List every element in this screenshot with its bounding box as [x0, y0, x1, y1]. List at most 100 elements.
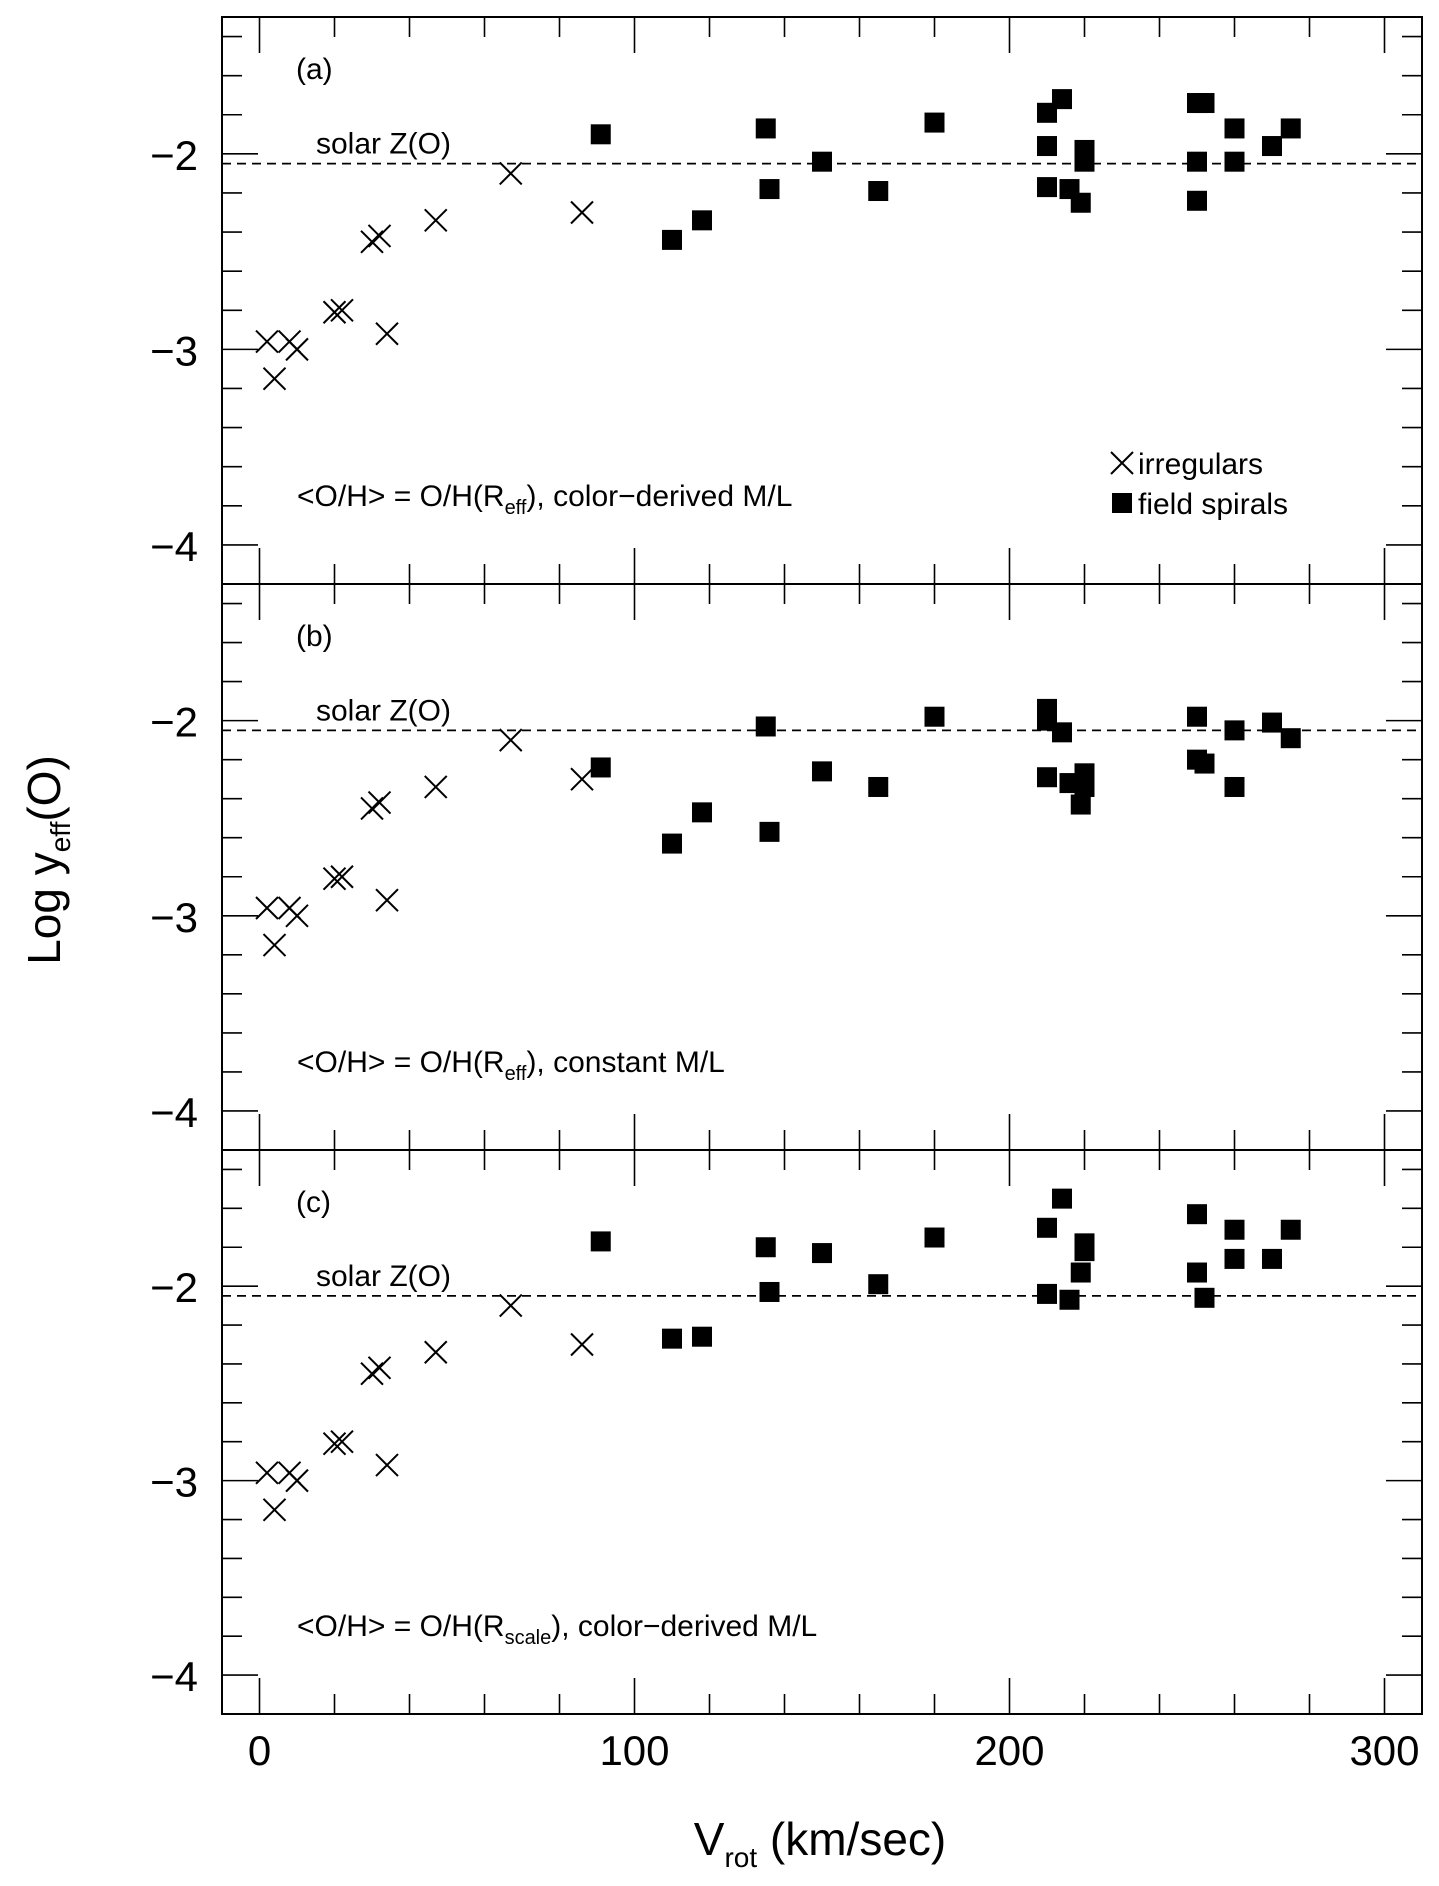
- y-tick-label: −3: [150, 894, 198, 941]
- irregular-point: [360, 1361, 384, 1386]
- irregular-point: [499, 1293, 523, 1318]
- x-tick-label: 300: [1349, 1727, 1419, 1774]
- spiral-point: [1052, 722, 1072, 743]
- spiral-point: [755, 118, 776, 139]
- spiral-point: [868, 181, 889, 202]
- spiral-point: [590, 1231, 611, 1252]
- spiral-point: [755, 1237, 776, 1258]
- spiral-point: [868, 1274, 889, 1295]
- irregular-point: [255, 896, 279, 920]
- spiral-point: [1187, 1204, 1207, 1225]
- legend-cross-icon: [1110, 451, 1134, 475]
- series-irregulars: [255, 1293, 594, 1522]
- spiral-point: [924, 706, 945, 727]
- irregular-point: [570, 1332, 594, 1357]
- spiral-point: [1074, 151, 1095, 172]
- spiral-point: [759, 179, 780, 200]
- irregular-point: [375, 1453, 399, 1477]
- spiral-point: [1262, 712, 1282, 733]
- series-irregulars: [255, 161, 594, 391]
- panel-b: −4 −3 −2 solar Z(O) (b) <O/H> = O/H(Reff), co…: [150, 583, 1423, 1151]
- irregular-point: [424, 775, 448, 799]
- y-tick-label: −3: [150, 327, 198, 374]
- irregular-point: [322, 867, 347, 891]
- irregular-point: [285, 904, 309, 928]
- spiral-point: [1187, 190, 1207, 211]
- spiral-point: [1187, 706, 1207, 727]
- spiral-point: [590, 124, 611, 145]
- y-tick-label: −2: [150, 1264, 198, 1311]
- spiral-point: [1224, 1248, 1245, 1269]
- irregular-point: [424, 208, 448, 233]
- y-tick-label: −2: [150, 699, 198, 746]
- spiral-point: [759, 821, 780, 842]
- spiral-point: [812, 151, 832, 172]
- spiral-point: [755, 716, 776, 737]
- spiral-point: [1037, 767, 1057, 788]
- spiral-point: [1037, 1217, 1057, 1238]
- irregular-point: [375, 322, 399, 346]
- spiral-point: [812, 761, 832, 782]
- irregular-point: [330, 1430, 354, 1454]
- spiral-point: [1037, 177, 1057, 198]
- spiral-point: [759, 1281, 780, 1302]
- series-irregulars: [255, 728, 594, 957]
- series-field-spirals: [590, 1188, 1301, 1349]
- spiral-point: [1224, 776, 1245, 797]
- irregular-point: [367, 224, 392, 248]
- irregular-point: [424, 1340, 448, 1364]
- irregular-point: [570, 767, 594, 791]
- panel-caption: <O/H> = O/H(Reff), constant M/L: [297, 1046, 725, 1085]
- y-axis-label: Log yeff(O): [18, 755, 76, 965]
- irregular-point: [360, 230, 384, 254]
- x-axis-label: Vrot (km/sec): [694, 1813, 946, 1873]
- spiral-point: [1074, 1241, 1095, 1262]
- irregular-point: [322, 300, 347, 324]
- spiral-point: [662, 1328, 682, 1349]
- spiral-point: [1224, 720, 1245, 741]
- spiral-point: [692, 1326, 712, 1347]
- spiral-point: [590, 757, 611, 778]
- y-tick-label: −4: [150, 523, 198, 570]
- spiral-point: [1224, 1219, 1245, 1240]
- panel-tag: (c): [296, 1186, 331, 1219]
- panel-frame: [221, 1149, 1423, 1715]
- irregular-point: [330, 865, 354, 889]
- irregular-point: [367, 790, 392, 815]
- reference-line-label: solar Z(O): [316, 128, 451, 161]
- legend-label: field spirals: [1138, 488, 1288, 521]
- reference-line-label: solar Z(O): [316, 694, 451, 727]
- irregular-point: [285, 1468, 309, 1493]
- irregular-point: [499, 161, 523, 186]
- spiral-point: [1052, 89, 1072, 110]
- x-tick-label: 0: [248, 1727, 271, 1774]
- spiral-point: [924, 1227, 945, 1248]
- legend-label: irregulars: [1138, 448, 1263, 481]
- spiral-point: [1059, 1289, 1080, 1310]
- spiral-point: [1194, 753, 1215, 774]
- irregular-point: [499, 728, 523, 752]
- spiral-point: [1037, 136, 1057, 157]
- y-tick-label: −3: [150, 1459, 198, 1506]
- irregular-point: [330, 298, 354, 322]
- irregular-point: [255, 1461, 279, 1485]
- reference-line-label: solar Z(O): [316, 1260, 451, 1293]
- spiral-point: [1194, 93, 1215, 114]
- legend-square-icon: [1112, 493, 1132, 513]
- irregular-point: [367, 1356, 392, 1380]
- spiral-point: [1280, 728, 1301, 749]
- panel-caption: <O/H> = O/H(Rscale), color−derived M/L: [297, 1610, 817, 1649]
- spiral-point: [1070, 1262, 1091, 1283]
- spiral-point: [1280, 1219, 1301, 1240]
- spiral-point: [1070, 794, 1091, 815]
- irregular-point: [360, 796, 384, 821]
- x-tick-label: 100: [599, 1727, 669, 1774]
- panel-a: −4 −3 −2 solar Z(O) (a) <O/H> = O/H(Reff), co…: [150, 16, 1423, 585]
- spiral-point: [662, 833, 682, 854]
- spiral-point: [662, 229, 682, 250]
- spiral-point: [1070, 192, 1091, 213]
- spiral-point: [1037, 1283, 1057, 1304]
- spiral-point: [1194, 1287, 1215, 1308]
- irregular-point: [262, 933, 287, 957]
